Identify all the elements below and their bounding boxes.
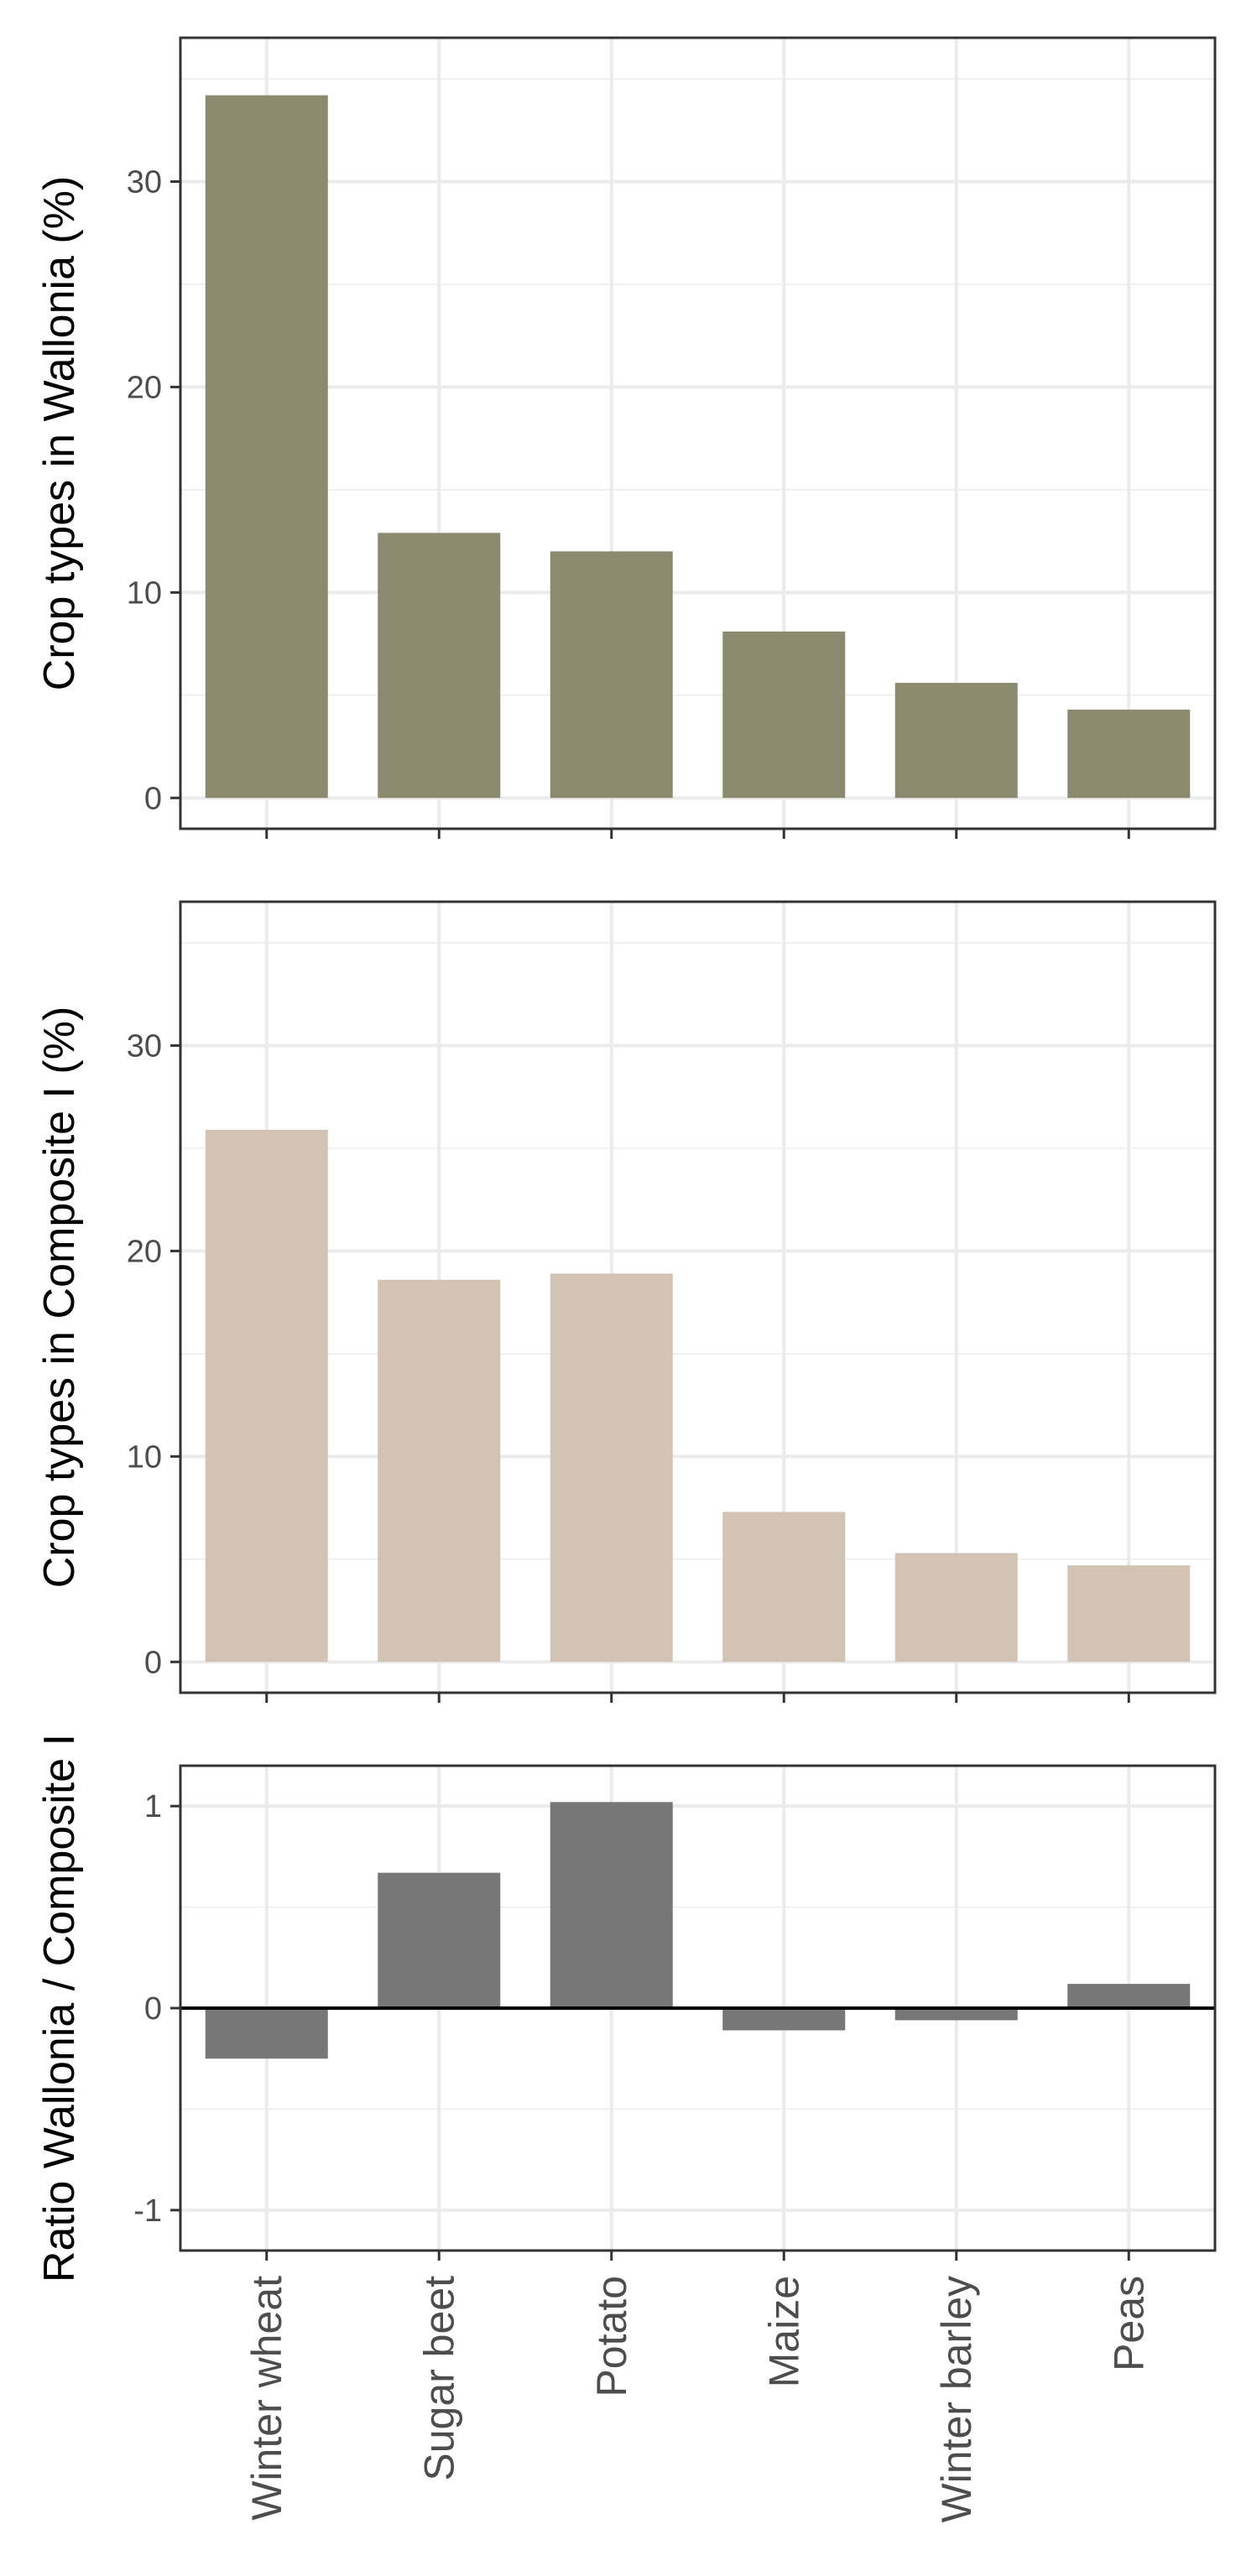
bar-potato xyxy=(550,551,673,799)
bar-peas xyxy=(1067,709,1191,799)
bar-winter-barley xyxy=(894,1553,1018,1663)
y-tick-label: 30 xyxy=(127,164,162,200)
bar-potato xyxy=(550,1273,673,1663)
bar-sugar-beet xyxy=(378,533,501,799)
panel-bottom: -1 0 1 Ratio Wallonia / Composite I Winter w… xyxy=(35,1734,1217,2523)
y-tick-label: 10 xyxy=(127,1439,162,1475)
x-tick-label: Potato xyxy=(588,2276,635,2397)
y-tick-label: 0 xyxy=(144,1645,162,1680)
x-tick-label: Sugar beet xyxy=(415,2276,462,2481)
y-axis-title: Crop types in Composite I (%) xyxy=(35,1007,84,1589)
panel-top: 0 10 20 30 Crop types in Wallonia (%) xyxy=(35,36,1217,839)
y-tick-label: 0 xyxy=(144,1991,162,2027)
bar-winter-wheat xyxy=(205,95,328,799)
y-tick-label: 1 xyxy=(144,1789,162,1824)
bar-potato xyxy=(550,1802,673,2008)
y-tick-label: 30 xyxy=(127,1028,162,1064)
y-tick-label: 20 xyxy=(127,370,162,405)
bar-maize xyxy=(722,2008,846,2031)
x-tick-label: Winter barley xyxy=(933,2276,980,2523)
y-axis-title: Ratio Wallonia / Composite I xyxy=(35,1734,84,2282)
y-tick-label: 0 xyxy=(144,781,162,816)
panel-border xyxy=(179,900,1217,1694)
bar-peas xyxy=(1067,1565,1191,1663)
y-tick-label: 20 xyxy=(127,1234,162,1269)
panel-middle: 0 10 20 30 Crop types in Composite I (%) xyxy=(35,900,1217,1703)
y-tick-label: 10 xyxy=(127,575,162,611)
bar-peas xyxy=(1067,1984,1191,2008)
bar-maize xyxy=(722,1512,846,1663)
bar-winter-barley xyxy=(894,683,1018,799)
bar-maize xyxy=(722,631,846,799)
bar-winter-wheat xyxy=(205,1129,328,1663)
panel-border xyxy=(179,36,1217,830)
x-tick-label: Maize xyxy=(760,2276,807,2387)
y-tick-label: -1 xyxy=(133,2194,162,2229)
x-tick-label: Winter wheat xyxy=(243,2276,290,2521)
x-tick-label: Peas xyxy=(1105,2276,1152,2371)
bar-winter-wheat xyxy=(205,2008,328,2059)
bar-sugar-beet xyxy=(378,1872,501,2008)
bar-sugar-beet xyxy=(378,1279,501,1663)
bar-winter-barley xyxy=(894,2008,1018,2021)
y-axis-title: Crop types in Wallonia (%) xyxy=(35,176,84,691)
